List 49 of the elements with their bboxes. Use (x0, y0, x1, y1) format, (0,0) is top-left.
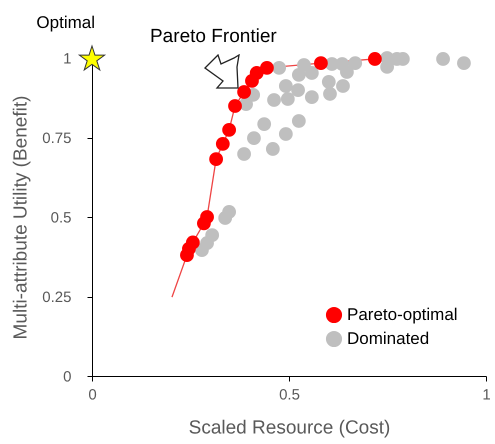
point (297, 58, 311, 72)
point (209, 152, 223, 166)
point (278, 79, 293, 93)
point (78, 46, 106, 70)
x-axis-title: Scaled Resource (Cost) (188, 418, 390, 438)
point (222, 122, 236, 137)
point (186, 236, 200, 250)
point (237, 85, 251, 99)
point (323, 87, 337, 101)
point (228, 99, 242, 113)
point (272, 60, 286, 75)
point (216, 136, 230, 151)
point (218, 211, 232, 225)
y-tick-label: 0.25 (42, 289, 72, 306)
point (291, 83, 305, 97)
annotation: Optimal (36, 13, 95, 32)
point (304, 66, 319, 80)
point (278, 127, 293, 141)
x-tick-label: 0.5 (279, 386, 300, 404)
point (348, 56, 362, 70)
point (336, 79, 350, 93)
point (280, 92, 295, 106)
text: Pareto Frontier (150, 26, 278, 47)
y-tick-label: 0.5 (50, 210, 72, 226)
legend-label: Pareto-optimal (347, 305, 458, 324)
point (314, 56, 328, 70)
point (237, 147, 251, 161)
point (368, 52, 382, 66)
point (200, 210, 214, 224)
point (436, 52, 450, 66)
point (322, 74, 336, 89)
point (304, 90, 319, 104)
point (250, 66, 264, 80)
point (266, 142, 280, 156)
point (257, 117, 272, 132)
point (267, 93, 281, 107)
point (247, 131, 261, 146)
point (260, 60, 274, 75)
y-tick-label: 1 (63, 50, 72, 68)
y-tick-label: 0.75 (42, 130, 72, 147)
y-axis-title: Multi-attribute Utility (Benefit) (10, 96, 32, 340)
point (195, 243, 209, 257)
point (335, 57, 350, 71)
x-tick-label: 1 (482, 386, 491, 404)
legend-label: Dominated (347, 329, 430, 348)
point (457, 56, 471, 70)
y-tick-label: 0 (63, 368, 72, 386)
point (292, 114, 306, 128)
x-tick-label: 0 (88, 386, 97, 404)
